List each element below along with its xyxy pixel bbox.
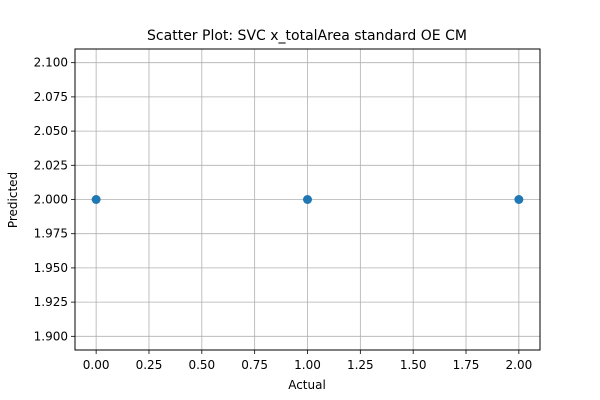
data-point [91,195,101,204]
data-point [303,195,312,204]
y-tick-label: 1.900 [34,329,68,343]
y-tick-label: 2.025 [34,158,68,172]
y-tick-label: 2.075 [34,90,68,104]
data-point [514,195,524,204]
y-axis-ticks: 1.900 1.925 1.950 1.975 2.000 2.025 2.050 2.075… [34,56,75,343]
y-tick-label: 2.000 [34,193,68,207]
x-tick-label: 0.75 [241,358,268,372]
x-tick-label: 1.25 [347,358,374,372]
x-tick-label: 1.00 [294,358,321,372]
y-tick-label: 1.925 [34,295,68,309]
x-tick-label: 0.50 [188,358,215,372]
data-points [91,195,524,204]
x-axis-label: Actual [288,378,326,392]
x-tick-label: 1.50 [400,358,427,372]
x-tick-label: 0.25 [136,358,163,372]
x-axis-ticks: 0.00 0.25 0.50 0.75 1.00 1.25 1.50 1.75 2.00 [83,350,532,372]
y-axis-label: Predicted [6,172,20,228]
y-tick-label: 2.050 [34,124,68,138]
y-tick-label: 2.100 [34,56,68,70]
x-tick-label: 1.75 [453,358,480,372]
chart-title: Scatter Plot: SVC x_totalArea standard O… [147,28,467,44]
x-tick-label: 2.00 [506,358,533,372]
y-tick-label: 1.950 [34,261,68,275]
y-tick-label: 1.975 [34,227,68,241]
x-tick-label: 0.00 [83,358,110,372]
